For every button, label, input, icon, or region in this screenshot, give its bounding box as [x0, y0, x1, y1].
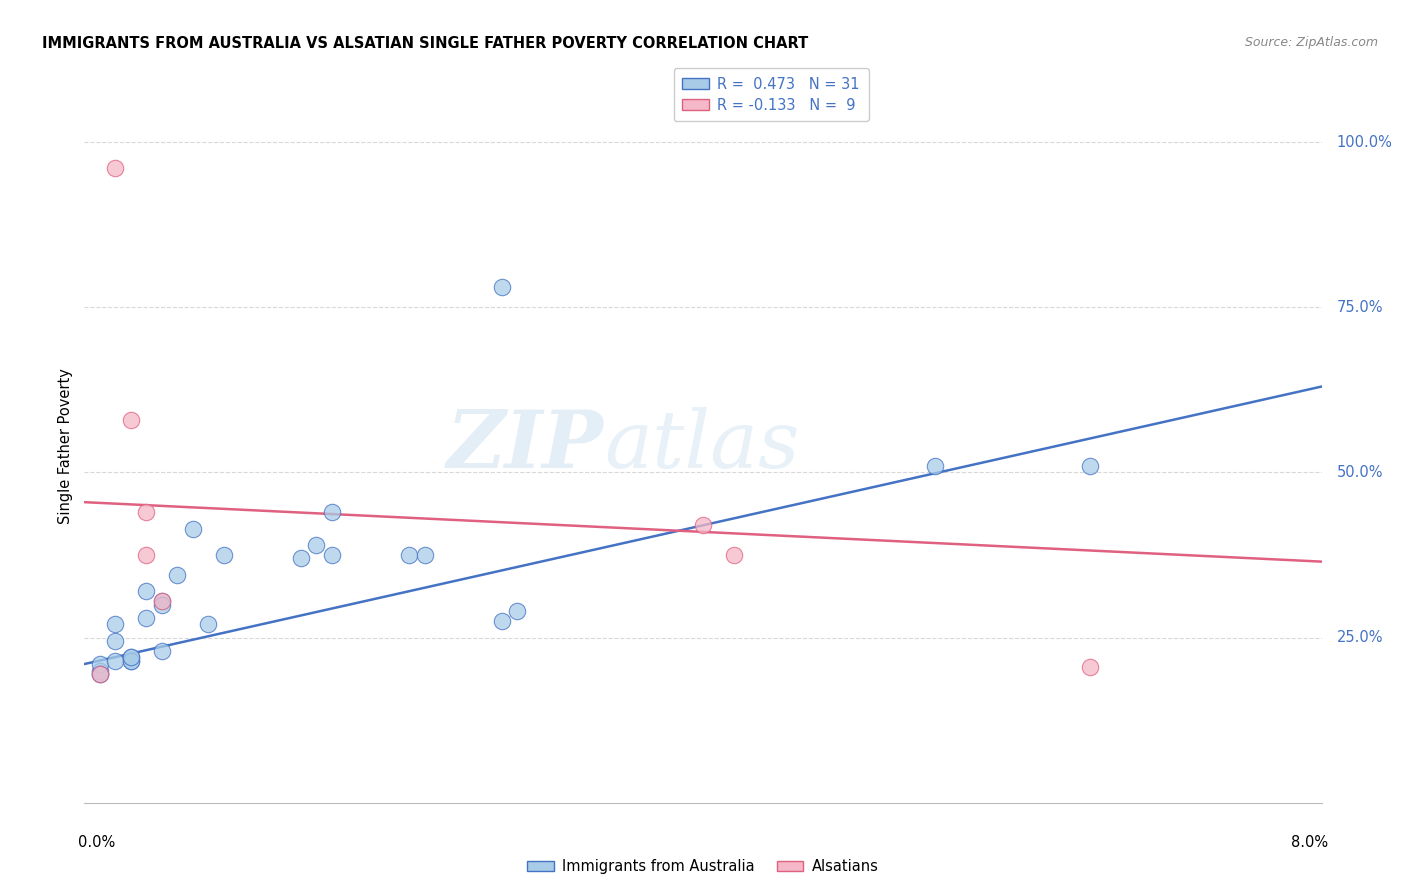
Point [135, 584, 157, 599]
Text: atlas: atlas [605, 408, 800, 484]
Text: 100.0%: 100.0% [1337, 135, 1392, 150]
Text: ZIP: ZIP [447, 408, 605, 484]
Point [120, 654, 142, 668]
Point [135, 611, 157, 625]
Point [104, 617, 127, 632]
Text: 8.0%: 8.0% [1291, 835, 1327, 850]
Legend: Immigrants from Australia, Alsatians: Immigrants from Australia, Alsatians [522, 854, 884, 880]
Point [197, 617, 219, 632]
Point [1078, 458, 1101, 473]
Point [491, 614, 513, 628]
Text: 0.0%: 0.0% [79, 835, 115, 850]
Point [924, 458, 946, 473]
Point [120, 654, 142, 668]
Text: IMMIGRANTS FROM AUSTRALIA VS ALSATIAN SINGLE FATHER POVERTY CORRELATION CHART: IMMIGRANTS FROM AUSTRALIA VS ALSATIAN SI… [42, 36, 808, 51]
Point [89, 664, 111, 678]
Point [723, 548, 745, 562]
Point [104, 161, 127, 176]
Point [89, 657, 111, 671]
Text: 25.0%: 25.0% [1337, 630, 1384, 645]
Point [506, 604, 529, 618]
Point [120, 412, 142, 426]
Point [321, 548, 343, 562]
Y-axis label: Single Father Poverty: Single Father Poverty [58, 368, 73, 524]
Point [104, 634, 127, 648]
Point [181, 522, 204, 536]
Point [166, 567, 188, 582]
Point [150, 598, 173, 612]
Point [491, 280, 513, 294]
Text: 75.0%: 75.0% [1337, 300, 1384, 315]
Point [135, 505, 157, 519]
Point [120, 650, 142, 665]
Text: Source: ZipAtlas.com: Source: ZipAtlas.com [1244, 36, 1378, 49]
Point [150, 594, 173, 608]
Point [89, 667, 111, 681]
Point [305, 538, 328, 552]
Point [104, 654, 127, 668]
Point [89, 667, 111, 681]
Point [413, 548, 436, 562]
Point [321, 505, 343, 519]
Text: 50.0%: 50.0% [1337, 465, 1384, 480]
Point [150, 594, 173, 608]
Point [1078, 660, 1101, 674]
Point [290, 551, 312, 566]
Point [89, 667, 111, 681]
Point [150, 644, 173, 658]
Point [398, 548, 420, 562]
Legend: R =  0.473   N = 31, R = -0.133   N =  9: R = 0.473 N = 31, R = -0.133 N = 9 [673, 68, 869, 121]
Point [212, 548, 235, 562]
Point [135, 548, 157, 562]
Point [692, 518, 714, 533]
Point [120, 650, 142, 665]
